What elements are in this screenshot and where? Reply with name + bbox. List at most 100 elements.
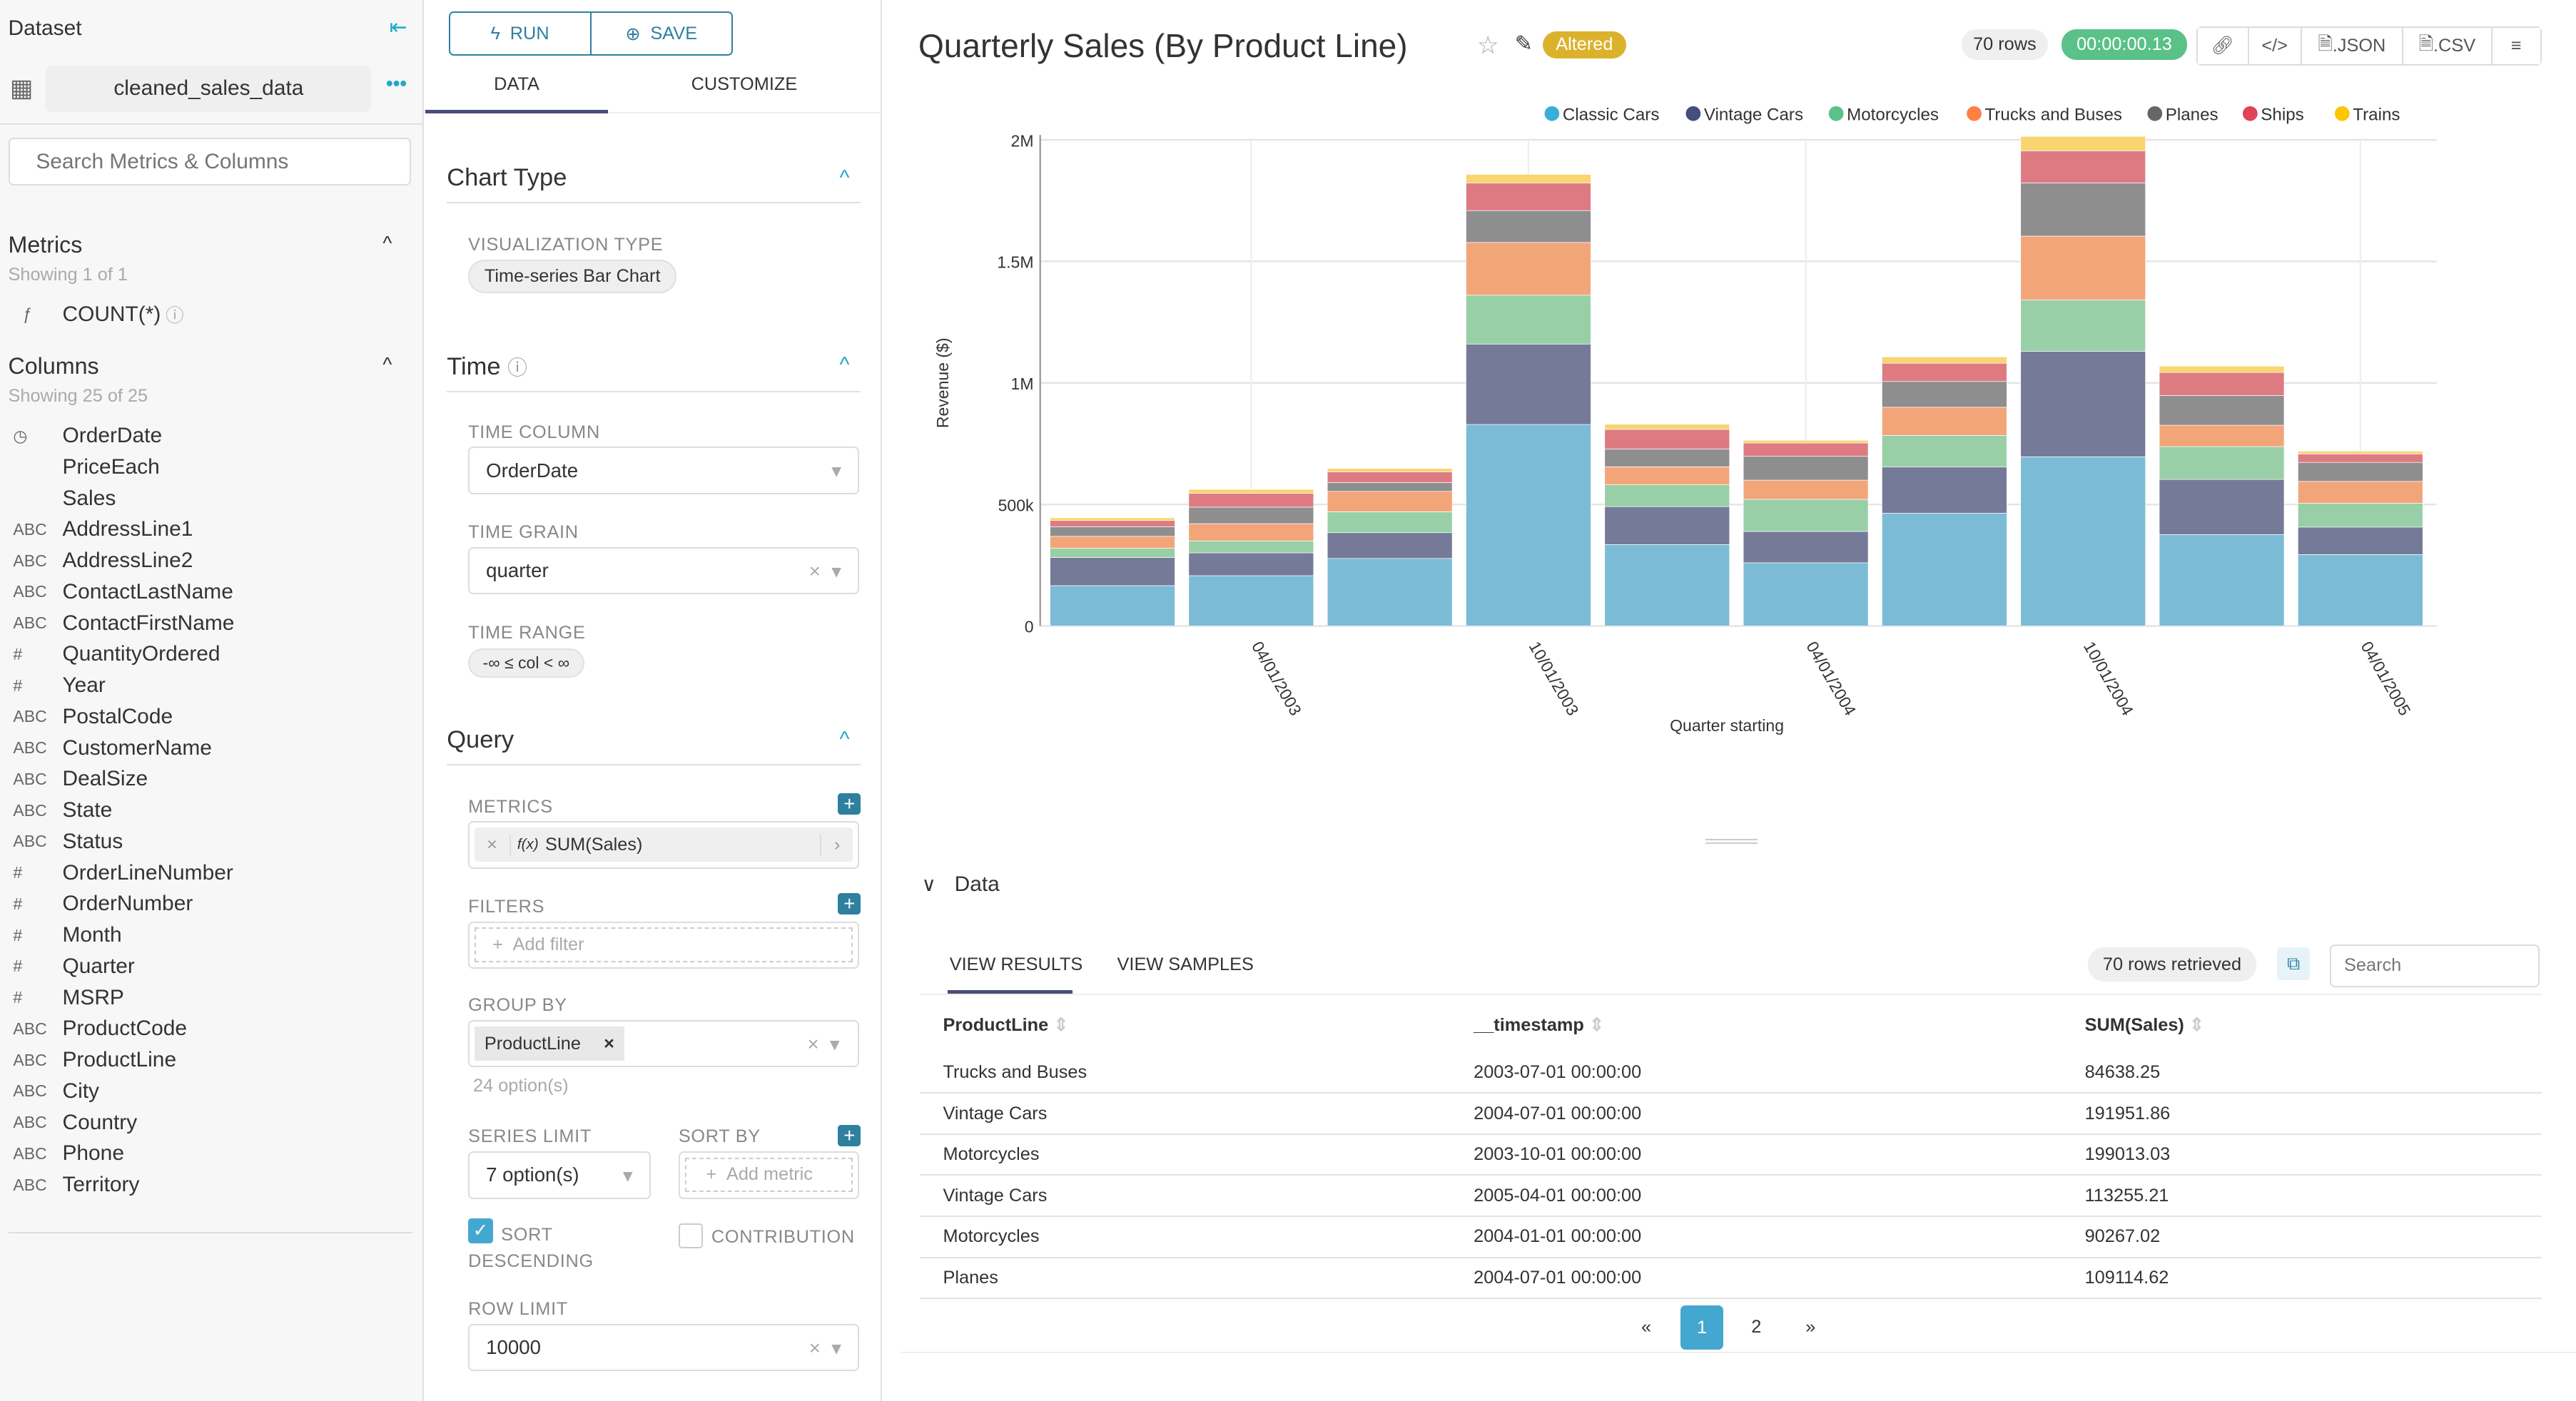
- time-grain-select[interactable]: quarter × ▾: [468, 546, 860, 595]
- bar-segment: [2159, 372, 2284, 396]
- column-type-icon: ABC: [13, 832, 47, 851]
- sort-icon[interactable]: ⇕: [1588, 1014, 1605, 1035]
- add-filter-button[interactable]: + Add filter: [475, 927, 853, 962]
- column-item[interactable]: # OrderLineNumber: [13, 857, 233, 889]
- columns-collapse-icon[interactable]: ^: [382, 352, 392, 375]
- sort-descending-checkbox[interactable]: ✓: [468, 1218, 493, 1243]
- pagination-next[interactable]: »: [1805, 1317, 1816, 1338]
- column-header-timestamp[interactable]: __timestamp ⇕: [1474, 1014, 1604, 1036]
- cell-sum-sales: 109114.62: [2084, 1267, 2169, 1288]
- series-limit-select[interactable]: 7 option(s) ▾: [468, 1151, 651, 1199]
- contribution-checkbox[interactable]: [678, 1223, 704, 1248]
- remove-metric-icon[interactable]: ×: [475, 834, 511, 855]
- column-item[interactable]: ◷ OrderDate: [13, 420, 162, 452]
- add-filter-icon[interactable]: +: [838, 893, 861, 915]
- time-collapse-icon[interactable]: ^: [839, 352, 850, 377]
- dataset-menu-icon[interactable]: •••: [386, 72, 407, 95]
- copy-icon[interactable]: ⧉: [2276, 947, 2310, 981]
- search-metrics-columns-input[interactable]: [8, 138, 411, 186]
- embed-code-icon[interactable]: </>: [2248, 26, 2302, 66]
- add-metric-button[interactable]: + Add metric: [684, 1157, 853, 1193]
- row-limit-select[interactable]: 10000 × ▾: [468, 1323, 860, 1372]
- filters-field[interactable]: + Add filter: [468, 921, 860, 969]
- remove-tag-icon[interactable]: ×: [604, 1033, 614, 1054]
- column-item[interactable]: # Month: [13, 919, 121, 951]
- column-item[interactable]: Sales: [13, 483, 116, 514]
- pagination-page-1[interactable]: 1: [1680, 1305, 1724, 1350]
- viz-type-selector[interactable]: Time-series Bar Chart: [468, 259, 677, 293]
- metrics-field[interactable]: × f(x) SUM(Sales) ›: [468, 821, 860, 869]
- pagination-prev[interactable]: «: [1641, 1317, 1652, 1338]
- edit-icon[interactable]: ✎: [1514, 31, 1533, 56]
- tab-view-results[interactable]: VIEW RESULTS: [949, 954, 1083, 974]
- column-item[interactable]: # OrderNumber: [13, 889, 193, 920]
- sort-icon[interactable]: ⇕: [1053, 1014, 1069, 1035]
- altered-badge[interactable]: Altered: [1542, 31, 1626, 58]
- column-item[interactable]: ABC Phone: [13, 1138, 124, 1169]
- column-item[interactable]: ABC DealSize: [13, 764, 148, 795]
- groupby-label: GROUP BY: [468, 995, 567, 1016]
- column-item[interactable]: ABC ContactFirstName: [13, 608, 234, 639]
- dataset-name[interactable]: cleaned_sales_data: [46, 66, 372, 112]
- column-item[interactable]: ABC State: [13, 795, 112, 826]
- column-item[interactable]: ABC Country: [13, 1107, 137, 1138]
- tab-customize[interactable]: CUSTOMIZE: [691, 73, 798, 94]
- rows-retrieved-badge: 70 rows retrieved: [2088, 947, 2256, 982]
- bar-segment: [1743, 479, 1869, 499]
- chart-title[interactable]: Quarterly Sales (By Product Line): [918, 26, 1408, 64]
- tab-view-samples[interactable]: VIEW SAMPLES: [1117, 954, 1254, 974]
- clear-caret-icon[interactable]: × ▾: [808, 1336, 842, 1359]
- clear-caret-icon[interactable]: × ▾: [808, 559, 842, 582]
- dataset-sidebar: Dataset ⇤ ▦ cleaned_sales_data ••• Metri…: [0, 0, 424, 1401]
- column-item[interactable]: ABC Territory: [13, 1169, 139, 1201]
- query-collapse-icon[interactable]: ^: [839, 727, 850, 751]
- bar-segment: [1604, 484, 1730, 507]
- clear-caret-icon[interactable]: × ▾: [807, 1032, 840, 1055]
- link-icon[interactable]: 🔗︎: [2196, 26, 2249, 66]
- column-header-productline[interactable]: ProductLine ⇕: [943, 1014, 1069, 1036]
- column-item[interactable]: # QuantityOrdered: [13, 639, 220, 671]
- save-button[interactable]: ⊕ SAVE: [592, 13, 731, 54]
- column-item[interactable]: # Year: [13, 670, 106, 701]
- data-collapse-icon[interactable]: ∨: [921, 872, 936, 895]
- star-icon[interactable]: ☆: [1476, 31, 1499, 59]
- column-type-icon: ABC: [13, 1081, 47, 1101]
- sort-by-field[interactable]: + Add metric: [678, 1151, 860, 1199]
- metric-item[interactable]: ƒ COUNT(*) ⓘ: [13, 299, 183, 330]
- bar-segment: [2297, 554, 2423, 626]
- column-item[interactable]: ABC ProductCode: [13, 1014, 187, 1045]
- column-label: ProductLine: [62, 1048, 177, 1072]
- column-item[interactable]: PriceEach: [13, 452, 159, 483]
- add-sort-icon[interactable]: +: [838, 1125, 861, 1146]
- results-search-input[interactable]: [2329, 944, 2540, 987]
- column-item[interactable]: ABC PostalCode: [13, 701, 173, 733]
- menu-icon[interactable]: ≡: [2492, 26, 2542, 66]
- groupby-field[interactable]: ProductLine × × ▾: [468, 1019, 860, 1068]
- column-item[interactable]: # MSRP: [13, 982, 123, 1014]
- bar-segment: [2019, 350, 2146, 457]
- time-column-select[interactable]: OrderDate ▾: [468, 447, 860, 494]
- column-item[interactable]: # Quarter: [13, 951, 134, 982]
- export-json-button[interactable]: 🗎︎ .JSON: [2301, 26, 2404, 66]
- chevron-right-icon[interactable]: ›: [820, 834, 853, 855]
- resize-handle[interactable]: [1705, 839, 1758, 845]
- sort-icon[interactable]: ⇕: [2189, 1014, 2205, 1035]
- export-csv-button[interactable]: 🗎︎ .CSV: [2403, 26, 2493, 66]
- tab-data[interactable]: DATA: [494, 73, 539, 94]
- collapse-sidebar-icon[interactable]: ⇤: [389, 15, 407, 39]
- column-item[interactable]: ABC CustomerName: [13, 733, 211, 764]
- metrics-collapse-icon[interactable]: ^: [382, 231, 392, 254]
- chart-type-collapse-icon[interactable]: ^: [839, 165, 850, 190]
- column-item[interactable]: ABC ContactLastName: [13, 576, 233, 608]
- column-item[interactable]: ABC Status: [13, 826, 123, 857]
- add-metric-icon[interactable]: +: [838, 793, 861, 815]
- column-item[interactable]: ABC AddressLine2: [13, 545, 193, 576]
- column-item[interactable]: ABC City: [13, 1076, 99, 1107]
- time-range-selector[interactable]: -∞ ≤ col < ∞: [468, 648, 584, 678]
- column-item[interactable]: ABC ProductLine: [13, 1044, 176, 1076]
- run-button[interactable]: ϟ RUN: [450, 13, 592, 55]
- pagination-page-2[interactable]: 2: [1751, 1317, 1762, 1338]
- column-type-icon: ABC: [13, 800, 47, 820]
- column-item[interactable]: ABC AddressLine1: [13, 514, 193, 546]
- column-header-sum-sales[interactable]: SUM(Sales) ⇕: [2085, 1014, 2205, 1036]
